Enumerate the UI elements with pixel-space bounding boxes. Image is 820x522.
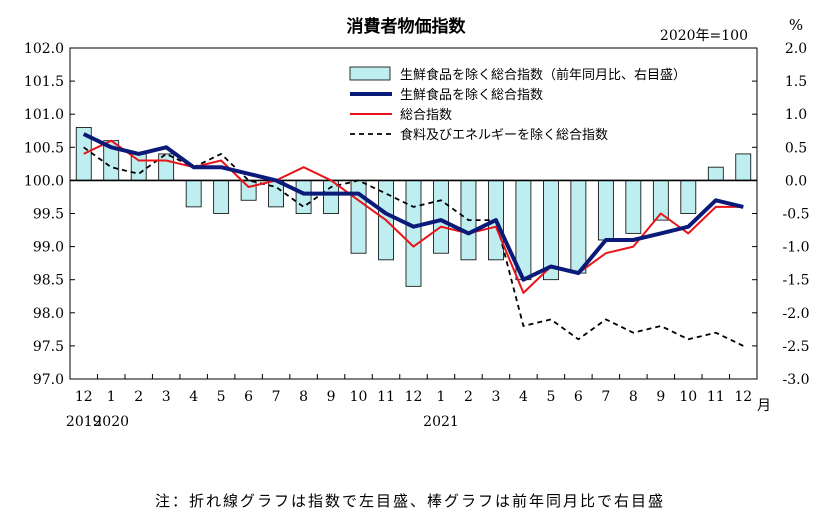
x-tick-label-19: 7	[601, 389, 610, 405]
x-tick-label-0: 12	[75, 389, 93, 405]
x-tick-label-10: 10	[350, 389, 368, 405]
bar-4	[185, 179, 202, 208]
right-tick-label-8: 1.0	[785, 107, 807, 123]
legend-swatch-bars	[349, 66, 391, 81]
line-series-0	[82, 132, 744, 282]
x-tick-label-9: 9	[327, 389, 336, 405]
bar-23	[707, 166, 724, 181]
cpi-chart: 消費者物価指数 2020年=100 % 97.0 97.5 98.0 98.5 99.0…	[24, 16, 810, 430]
x-tick-label-18: 6	[574, 389, 583, 405]
right-tick-label-7: 0.5	[785, 140, 807, 156]
bar-13	[433, 179, 449, 254]
chart-title: 消費者物価指数	[347, 16, 467, 37]
year-label-0: 2019	[66, 414, 102, 430]
x-tick-label-3: 3	[162, 389, 171, 405]
bar-6	[240, 179, 257, 201]
x-tick-label-13: 1	[437, 389, 446, 405]
bar-20	[625, 179, 642, 234]
x-tick-label-12: 12	[405, 389, 423, 405]
bar-5	[213, 179, 230, 214]
bar-8	[295, 179, 312, 214]
footnote: 注：折れ線グラフは指数で左目盛、棒グラフは前年同月比で右目盛	[154, 492, 665, 510]
x-tick-label-14: 2	[464, 389, 473, 405]
legend: 生鮮食品を除く総合指数（前年同月比、右目盛） 生鮮食品を除く総合指数総合指数食料及…	[349, 66, 686, 143]
bar-3	[158, 153, 175, 181]
left-tick-label-9: 101.5	[24, 74, 64, 90]
bar-18	[570, 179, 587, 274]
right-tick-label-5: -0.5	[783, 207, 810, 223]
x-tick-label-23: 11	[707, 389, 725, 405]
x-tick-label-17: 5	[546, 389, 555, 405]
x-tick-label-4: 4	[189, 389, 198, 405]
base-year-label: 2020年=100	[660, 28, 748, 44]
right-axis-unit: %	[789, 16, 803, 34]
left-tick-label-7: 100.5	[24, 140, 64, 156]
right-tick-label-3: -1.5	[783, 273, 810, 289]
bar-24	[735, 153, 752, 181]
year-label-1: 2020	[93, 414, 129, 430]
x-tick-label-24: 12	[734, 389, 752, 405]
left-tick-label-6: 100.0	[24, 173, 64, 189]
left-tick-label-5: 99.5	[33, 207, 64, 223]
axes	[69, 47, 758, 380]
month-suffix: 月	[757, 398, 771, 414]
right-tick-label-10: 2.0	[785, 41, 807, 57]
x-tick-label-5: 5	[217, 389, 226, 405]
x-tick-label-21: 9	[656, 389, 665, 405]
legend-label-line-2: 食料及びエネルギーを除く総合指数	[400, 127, 608, 143]
right-tick-label-0: -3.0	[783, 372, 810, 388]
left-tick-label-8: 101.0	[24, 107, 64, 123]
bar-10	[350, 179, 367, 254]
left-tick-label-4: 99.0	[33, 240, 64, 256]
bar-12	[405, 179, 422, 287]
bar-22	[680, 179, 697, 214]
legend-label-bars: 生鮮食品を除く総合指数（前年同月比、右目盛）	[400, 67, 686, 83]
x-tick-label-11: 11	[377, 389, 395, 405]
left-tick-label-1: 97.5	[33, 339, 64, 355]
left-tick-label-3: 98.5	[33, 273, 64, 289]
x-tick-label-8: 8	[299, 389, 308, 405]
x-tick-label-15: 3	[491, 389, 500, 405]
left-tick-label-0: 97.0	[33, 372, 64, 388]
x-tick-label-6: 6	[244, 389, 253, 405]
x-tick-label-7: 7	[272, 389, 281, 405]
right-tick-label-9: 1.5	[785, 74, 807, 90]
legend-label-line-1: 総合指数	[400, 108, 452, 123]
left-tick-label-10: 102.0	[24, 41, 64, 57]
x-tick-label-1: 1	[107, 389, 116, 405]
x-tick-label-16: 4	[519, 389, 528, 405]
x-tick-label-22: 10	[679, 389, 697, 405]
year-label-2: 2021	[423, 414, 459, 430]
line-series	[82, 132, 744, 347]
right-tick-label-2: -2.0	[783, 306, 810, 322]
right-tick-label-4: -1.0	[783, 240, 810, 256]
right-tick-label-1: -2.5	[783, 339, 810, 355]
x-tick-label-20: 8	[629, 389, 638, 405]
x-tick-label-2: 2	[134, 389, 143, 405]
right-tick-label-6: 0.0	[785, 173, 807, 189]
legend-label-line-0: 生鮮食品を除く総合指数	[400, 87, 543, 103]
tick-labels: 97.097.598.098.599.099.5100.0100.5101.01…	[24, 41, 810, 430]
bar-19	[597, 179, 614, 241]
left-tick-label-2: 98.0	[33, 306, 64, 322]
